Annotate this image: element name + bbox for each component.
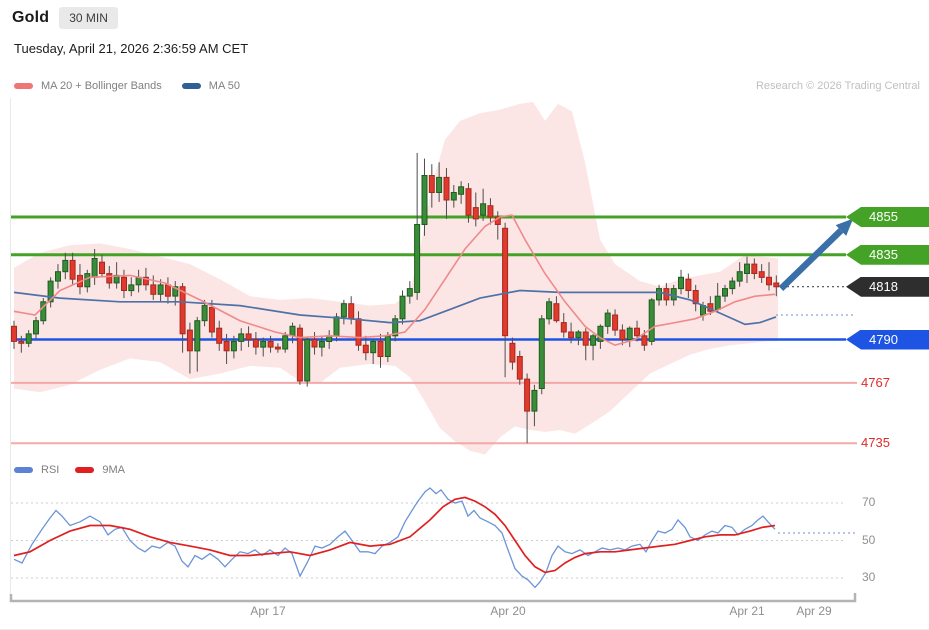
ma50-legend-label: MA 50 xyxy=(208,80,240,92)
app-header: Gold 30 MIN xyxy=(12,7,118,29)
rsi-9ma-swatch-icon xyxy=(75,467,95,473)
main-legend: MA 20 + Bollinger Bands MA 50 xyxy=(14,80,240,92)
rsi-scale-70: 70 xyxy=(862,495,876,509)
price-tag-last-4818: 4818 xyxy=(846,276,929,297)
legend-item-ma50: MA 50 xyxy=(181,80,240,92)
rsi-swatch-icon xyxy=(14,467,33,473)
support-label-4767: 4767 xyxy=(861,374,890,390)
rsi-9ma-legend-label: 9MA xyxy=(102,464,125,476)
ma50-swatch-icon xyxy=(181,83,201,89)
rsi-legend: RSI 9MA xyxy=(14,464,125,476)
research-watermark: Research © 2026 Trading Central xyxy=(755,80,920,92)
x-axis-label-apr29: Apr 29 xyxy=(796,604,832,618)
rsi-scale-50: 50 xyxy=(862,532,876,547)
chart-timestamp: Tuesday, April 21, 2026 2:36:59 AM CET xyxy=(14,41,249,56)
price-tag-resistance-4855: 4855 xyxy=(846,207,929,227)
legend-item-rsi: RSI xyxy=(14,464,59,476)
rsi-legend-label: RSI xyxy=(41,464,60,476)
ma20-legend-label: MA 20 + Bollinger Bands xyxy=(41,80,162,92)
legend-item-ma20: MA 20 + Bollinger Bands xyxy=(14,80,162,92)
x-axis-label-apr21: Apr 21 xyxy=(729,604,765,618)
support-label-4735: 4735 xyxy=(861,435,890,451)
timeframe-badge[interactable]: 30 MIN xyxy=(59,7,118,29)
rsi-scale-30: 30 xyxy=(862,570,876,584)
price-tag-resistance-4835: 4835 xyxy=(846,244,929,265)
x-axis-label-apr17: Apr 17 xyxy=(250,604,286,618)
ma20-bollinger-swatch-icon xyxy=(14,83,33,89)
x-axis-label-apr20: Apr 20 xyxy=(490,604,526,618)
price-tag-pivot-4790: 4790 xyxy=(846,329,929,350)
legend-item-9ma: 9MA xyxy=(75,464,125,476)
instrument-title: Gold xyxy=(12,9,50,26)
